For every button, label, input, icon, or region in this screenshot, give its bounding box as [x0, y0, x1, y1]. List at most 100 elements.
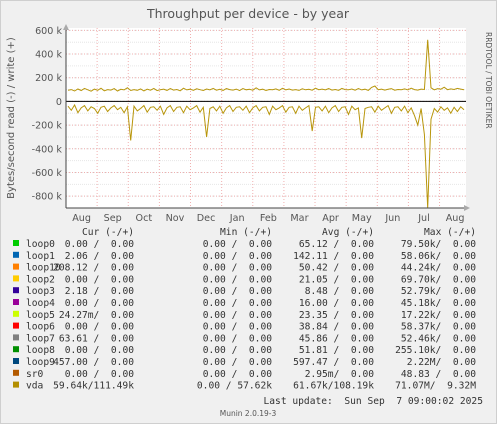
legend-cur: 0.00 / 0.00: [65, 298, 135, 309]
legend: Cur (-/+) Min (-/+) Avg (-/+) Max (-/+) …: [13, 227, 476, 392]
legend-min: 0.00 / 57.62k: [197, 381, 272, 392]
y-tick-label: 600 k: [35, 26, 62, 37]
legend-avg: 597.47 / 0.00: [293, 357, 374, 368]
legend-name: loop7: [26, 333, 55, 344]
legend-avg: 8.48 / 0.00: [305, 286, 375, 297]
legend-min: 0.00 / 0.00: [203, 357, 273, 368]
legend-min: 0.00 / 0.00: [203, 274, 273, 285]
legend-max: 58.37k/ 0.00: [401, 322, 476, 333]
legend-max: 69.70k/ 0.00: [401, 274, 476, 285]
legend-swatch-loop0: [13, 240, 19, 246]
y-axis-label: Bytes/second read (-) / write (+): [6, 37, 17, 199]
legend-swatch-loop7: [13, 334, 19, 341]
y-tick-label: -600 k: [32, 168, 63, 179]
legend-min: 0.00 / 0.00: [203, 239, 273, 250]
legend-cur: 0.00 / 0.00: [65, 345, 135, 356]
legend-swatch-loop2: [13, 275, 19, 282]
legend-cur: 2.06 / 0.00: [65, 251, 135, 262]
x-tick-label: May: [352, 213, 372, 224]
x-tick-label: Dec: [197, 213, 216, 224]
legend-name: sr0: [26, 369, 44, 380]
legend-cur: 0.00 / 0.00: [65, 239, 135, 250]
legend-swatch-loop10: [13, 263, 19, 270]
legend-name: loop1: [26, 251, 55, 262]
legend-max: 71.07M/ 9.32M: [395, 381, 476, 392]
legend-min: 0.00 / 0.00: [203, 251, 273, 262]
legend-min: 0.00 / 0.00: [203, 322, 273, 333]
x-tick-label: Mar: [290, 213, 308, 224]
series-layer: [66, 39, 466, 209]
legend-cur: 0.00 / 0.00: [65, 322, 135, 333]
y-tick-label: -800 k: [32, 192, 63, 203]
legend-max: 255.10k/ 0.00: [395, 345, 476, 356]
legend-name: vda: [26, 381, 43, 392]
legend-avg: 51.81 / 0.00: [299, 345, 374, 356]
last-update: Last update: Sun Sep 7 09:00:02 2025: [264, 396, 484, 407]
legend-max: 17.22k/ 0.00: [401, 310, 476, 321]
legend-min: 0.00 / 0.00: [203, 286, 273, 297]
legend-avg: 16.00 / 0.00: [299, 298, 374, 309]
legend-max: 48.83 / 0.00: [401, 369, 476, 380]
legend-avg: 61.67k/108.19k: [293, 381, 374, 392]
x-tick-label: Jul: [417, 213, 430, 224]
x-tick-label: Apr: [322, 213, 339, 224]
legend-min: 0.00 / 0.00: [203, 345, 273, 356]
legend-header-cur: Cur (-/+): [82, 227, 134, 238]
legend-cur: 457.00 / 0.00: [53, 357, 134, 368]
legend-name: loop10: [26, 263, 61, 274]
legend-swatch-loop8: [13, 346, 19, 353]
y-axis: 600 k 400 k 200 k 0 -200 k -400 k -600 k -800 k: [32, 26, 63, 203]
legend-name: loop9: [26, 357, 55, 368]
series-vda-write: [67, 39, 465, 92]
legend-cur: 2.18 / 0.00: [65, 286, 135, 297]
legend-name: loop5: [26, 310, 55, 321]
legend-max: 52.46k/ 0.00: [401, 333, 476, 344]
x-tick-label: Jun: [384, 213, 400, 224]
x-tick-label: Jan: [229, 213, 245, 224]
legend-min: 0.00 / 0.00: [203, 263, 273, 274]
y-axis-arrow: [63, 24, 69, 30]
y-tick-label: 400 k: [35, 50, 62, 61]
legend-avg: 65.12 / 0.00: [299, 239, 374, 250]
legend-swatch-loop6: [13, 322, 19, 329]
legend-min: 0.00 / 0.00: [203, 298, 273, 309]
x-axis-arrow: [464, 205, 470, 211]
legend-avg: 142.11 / 0.00: [293, 251, 374, 262]
legend-swatch-loop5: [13, 310, 19, 317]
legend-max: 2.22M/ 0.00: [407, 357, 477, 368]
legend-swatch-loop9: [13, 358, 19, 364]
legend-avg: 50.42 / 0.00: [299, 263, 374, 274]
legend-cur: 24.27m/ 0.00: [59, 310, 134, 321]
legend-header-avg: Avg (-/+): [322, 227, 374, 238]
rrdtool-credit: RRDTOOL / TOBI OETIKER: [484, 32, 493, 129]
x-tick-label: Nov: [166, 213, 185, 224]
legend-cur: 208.12 / 0.00: [53, 263, 134, 274]
legend-min: 0.00 / 0.00: [203, 369, 273, 380]
x-tick-label: Aug: [72, 213, 91, 224]
legend-swatch-sr0: [13, 369, 19, 376]
legend-avg: 21.05 / 0.00: [299, 274, 374, 285]
legend-name: loop6: [26, 322, 55, 333]
legend-header-min: Min (-/+): [220, 227, 272, 238]
legend-min: 0.00 / 0.00: [203, 333, 273, 344]
legend-max: 52.79k/ 0.00: [401, 286, 476, 297]
x-axis: Aug Sep Oct Nov Dec Jan Feb Mar Apr May Jun Jul Aug: [72, 213, 464, 224]
x-tick-label: Aug: [446, 213, 465, 224]
legend-avg: 45.86 / 0.00: [299, 333, 374, 344]
series-vda-read: [67, 103, 465, 209]
legend-header-max: Max (-/+): [424, 227, 476, 238]
legend-swatch-loop1: [13, 251, 19, 258]
x-tick-label: Oct: [136, 213, 153, 224]
legend-avg: 38.84 / 0.00: [299, 322, 374, 333]
legend-swatch-loop4: [13, 299, 19, 305]
legend-swatch-vda: [13, 381, 19, 388]
legend-max: 44.24k/ 0.00: [401, 263, 476, 274]
legend-name: loop0: [26, 239, 55, 250]
legend-cur: 63.61 / 0.00: [59, 333, 134, 344]
legend-name: loop4: [26, 298, 55, 309]
y-tick-label: 200 k: [35, 73, 62, 84]
x-tick-label: Feb: [260, 213, 277, 224]
legend-avg: 2.95m/ 0.00: [305, 369, 375, 380]
legend-avg: 23.35 / 0.00: [299, 310, 374, 321]
